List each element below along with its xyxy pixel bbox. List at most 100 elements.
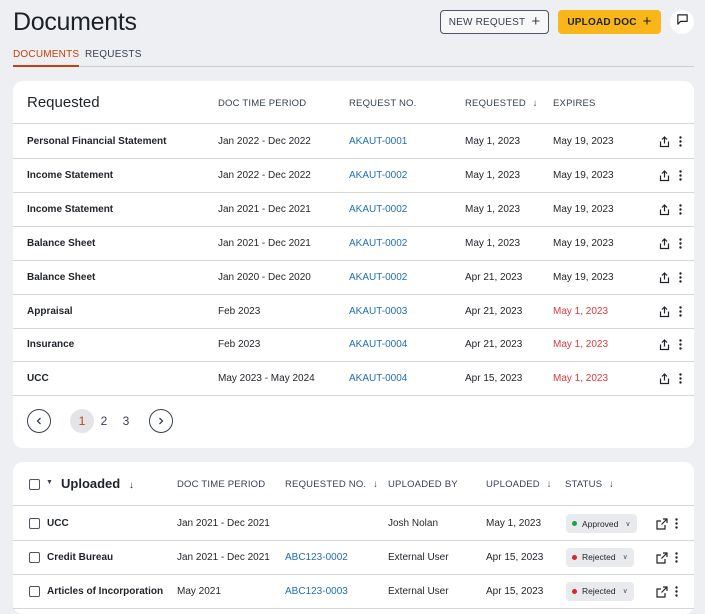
arrow-down-icon: ↓ [373, 479, 379, 490]
more-vertical-icon[interactable] [679, 136, 682, 147]
request-no-link[interactable]: AKAUT-0001 [349, 136, 408, 147]
open-external-icon[interactable] [656, 518, 668, 530]
col-uploaded[interactable]: UPLOADED ↓ [486, 479, 552, 490]
uploaded-header: ▼ Uploaded ↓ DOC TIME PERIOD REQUESTED N… [13, 462, 694, 506]
more-vertical-icon[interactable] [679, 305, 682, 317]
table-row[interactable]: Personal Financial Statement Jan 2022 - D… [13, 125, 694, 159]
doc-time-period: Jan 2021 - Dec 2021 [177, 518, 270, 529]
status-badge[interactable]: Approved ∨ [566, 514, 637, 533]
arrow-down-icon: ↓ [532, 98, 538, 109]
share-icon[interactable] [659, 339, 670, 351]
request-no-link[interactable]: AKAUT-0002 [349, 169, 408, 181]
requested-date: Apr 21, 2023 [465, 305, 523, 317]
uploaded-by: External User [388, 585, 449, 597]
plus-icon: + [531, 13, 541, 30]
request-no-link[interactable]: AKAUT-0004 [349, 373, 408, 385]
more-vertical-icon[interactable] [675, 518, 678, 529]
request-no-link[interactable]: AKAUT-0002 [349, 237, 408, 249]
row-checkbox[interactable] [29, 551, 40, 563]
arrow-down-icon[interactable]: ↓ [128, 480, 134, 491]
page-number[interactable]: 1 [70, 409, 94, 433]
status-label: Rejected [582, 552, 616, 563]
more-vertical-icon[interactable] [679, 373, 682, 384]
table-row[interactable]: Insurance Feb 2023 AKAUT-0004 Apr 21, 2023 M… [13, 328, 694, 363]
col-status-label: STATUS [565, 479, 603, 490]
open-external-icon[interactable] [656, 552, 668, 564]
more-vertical-icon[interactable] [679, 339, 682, 351]
chat-button[interactable] [670, 10, 694, 34]
more-vertical-icon[interactable] [675, 585, 678, 597]
plus-icon: + [642, 13, 652, 30]
more-vertical-icon[interactable] [679, 271, 682, 283]
share-icon[interactable] [659, 203, 670, 216]
request-no-link[interactable]: AKAUT-0002 [349, 203, 408, 215]
table-row[interactable]: Articles of Incorporation May 2021 ABC123-… [13, 575, 694, 609]
table-row[interactable]: UCC Jan 2021 - Dec 2021 Josh Nolan May 1, 2… [13, 507, 694, 541]
request-no-link[interactable]: AKAUT-0003 [349, 305, 408, 317]
share-icon[interactable] [659, 373, 670, 385]
status-badge[interactable]: Rejected ∨ [566, 547, 634, 567]
tab-bar: DOCUMENTS REQUESTS [13, 49, 694, 67]
caret-down-icon[interactable]: ▼ [46, 479, 53, 486]
status-dot [572, 554, 577, 560]
expires-date: May 19, 2023 [553, 237, 614, 249]
col-status[interactable]: STATUS ↓ [565, 479, 614, 490]
doc-time-period: Feb 2023 [218, 305, 261, 317]
expires-date: May 1, 2023 [553, 305, 609, 317]
col-request-no: REQUEST NO. [349, 98, 417, 109]
upload-doc-label: UPLOAD DOC [567, 16, 637, 28]
col-requested-label: REQUESTED [465, 98, 526, 109]
request-no-link[interactable]: AKAUT-0004 [349, 339, 408, 351]
page-number[interactable]: 3 [122, 414, 130, 428]
select-all-checkbox[interactable] [29, 479, 40, 490]
share-icon[interactable] [659, 170, 670, 182]
more-vertical-icon[interactable] [679, 237, 682, 249]
next-page-button[interactable] [149, 409, 173, 433]
chevron-down-icon: ∨ [622, 588, 628, 596]
doc-name: Balance Sheet [27, 237, 96, 249]
tab-requests[interactable]: REQUESTS [85, 49, 142, 60]
requested-date: May 1, 2023 [465, 203, 521, 215]
arrow-down-icon: ↓ [546, 479, 552, 490]
prev-page-button[interactable] [27, 409, 51, 433]
share-icon[interactable] [659, 271, 670, 284]
col-requested[interactable]: REQUESTED ↓ [465, 98, 538, 109]
more-vertical-icon[interactable] [675, 552, 678, 563]
row-checkbox[interactable] [29, 585, 40, 597]
open-external-icon[interactable] [656, 585, 668, 598]
request-no-link[interactable]: AKAUT-0002 [349, 271, 408, 283]
tab-documents[interactable]: DOCUMENTS [13, 49, 80, 67]
doc-time-period: Jan 2021 - Dec 2021 [218, 203, 311, 215]
status-badge[interactable]: Rejected ∨ [566, 581, 634, 601]
expires-date: May 19, 2023 [553, 271, 614, 283]
arrow-down-icon: ↓ [609, 479, 615, 490]
requested-no-link[interactable]: ABC123-0002 [285, 551, 348, 563]
doc-name: Personal Financial Statement [27, 136, 167, 147]
share-icon[interactable] [659, 237, 670, 250]
requested-date: May 1, 2023 [465, 169, 521, 181]
new-request-button[interactable]: NEW REQUEST + [440, 10, 549, 34]
page-title: Documents [13, 8, 137, 36]
requested-no-link[interactable]: ABC123-0003 [285, 585, 348, 597]
more-vertical-icon[interactable] [679, 204, 682, 215]
uploaded-date: Apr 15, 2023 [486, 585, 544, 597]
table-row[interactable]: Credit Bureau Jan 2021 - Dec 2021 ABC123-0… [13, 541, 694, 575]
requested-card: Requested DOC TIME PERIOD REQUEST NO. RE… [13, 81, 694, 448]
more-vertical-icon[interactable] [679, 170, 682, 181]
uploaded-by: Josh Nolan [388, 518, 439, 529]
doc-name: Appraisal [27, 305, 73, 317]
row-checkbox[interactable] [29, 518, 40, 529]
table-row[interactable]: Income Statement Jan 2022 - Dec 2022 AKAUT… [13, 159, 694, 193]
requested-date: Apr 21, 2023 [465, 271, 523, 283]
share-icon[interactable] [659, 136, 670, 148]
doc-name: Articles of Incorporation [47, 585, 164, 597]
table-row[interactable]: UCC May 2023 - May 2024 AKAUT-0004 Apr 15, … [13, 362, 694, 397]
share-icon[interactable] [659, 305, 670, 318]
table-row[interactable]: Income Statement Jan 2021 - Dec 2021 AKAUT… [13, 193, 694, 227]
page-number[interactable]: 2 [100, 414, 108, 428]
table-row[interactable]: Balance Sheet Jan 2021 - Dec 2021 AKAUT-00… [13, 227, 694, 261]
table-row[interactable]: Appraisal Feb 2023 AKAUT-0003 Apr 21, 2023 M… [13, 295, 694, 329]
upload-doc-button[interactable]: UPLOAD DOC + [558, 10, 661, 34]
table-row[interactable]: Balance Sheet Jan 2020 - Dec 2020 AKAUT-00… [13, 261, 694, 295]
col-requested-no[interactable]: REQUESTED NO. ↓ [285, 479, 378, 490]
